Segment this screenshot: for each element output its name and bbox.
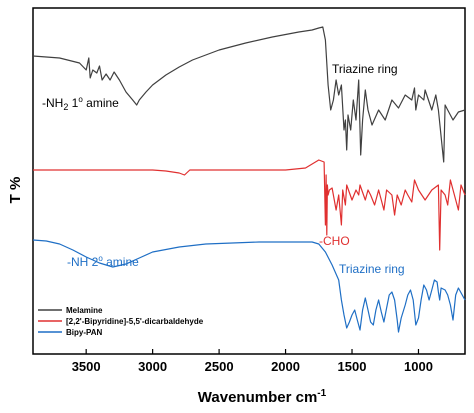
- annotation-cho: -CHO: [319, 234, 350, 248]
- series-layer: [32, 26, 466, 333]
- x-axis-title: Wavenumber cm-1: [198, 388, 327, 406]
- annotation-nh2-primary-amine: -NH2 1o amine: [42, 95, 119, 112]
- series-line-0: [32, 26, 466, 163]
- legend-label-bipy-pan: Bipy-PAN: [66, 328, 103, 337]
- series-line-1: [33, 159, 466, 251]
- legend-label-melamine: Melamine: [66, 306, 103, 315]
- x-tick-label-2500: 2500: [205, 359, 234, 374]
- legend-label-bipyridine-dicarbaldehyde: [2,2'-Bipyridine]-5,5'-dicarbaldehyde: [66, 317, 204, 326]
- x-tick-label-3500: 3500: [72, 359, 101, 374]
- x-tick-label-2000: 2000: [271, 359, 300, 374]
- x-tick-label-1000: 1000: [404, 359, 433, 374]
- annotation-triazine-ring-melamine: Triazine ring: [332, 62, 398, 76]
- x-ticks: 3500 3000 2500 2000 1500 1000: [72, 349, 433, 374]
- legend: Melamine [2,2'-Bipyridine]-5,5'-dicarbal…: [38, 306, 204, 337]
- y-axis-title: T %: [7, 177, 24, 204]
- plot-frame: [32, 7, 466, 355]
- x-tick-label-1500: 1500: [338, 359, 367, 374]
- series-line-2: [32, 239, 466, 333]
- annotation-triazine-ring-bipy-pan: Triazine ring: [339, 262, 405, 276]
- annotation-nh-secondary-amine: -NH 2o amine: [67, 254, 139, 269]
- x-tick-label-3000: 3000: [138, 359, 167, 374]
- x-axis-title-sup: -1: [317, 388, 326, 399]
- x-axis-title-main: Wavenumber cm: [198, 389, 317, 406]
